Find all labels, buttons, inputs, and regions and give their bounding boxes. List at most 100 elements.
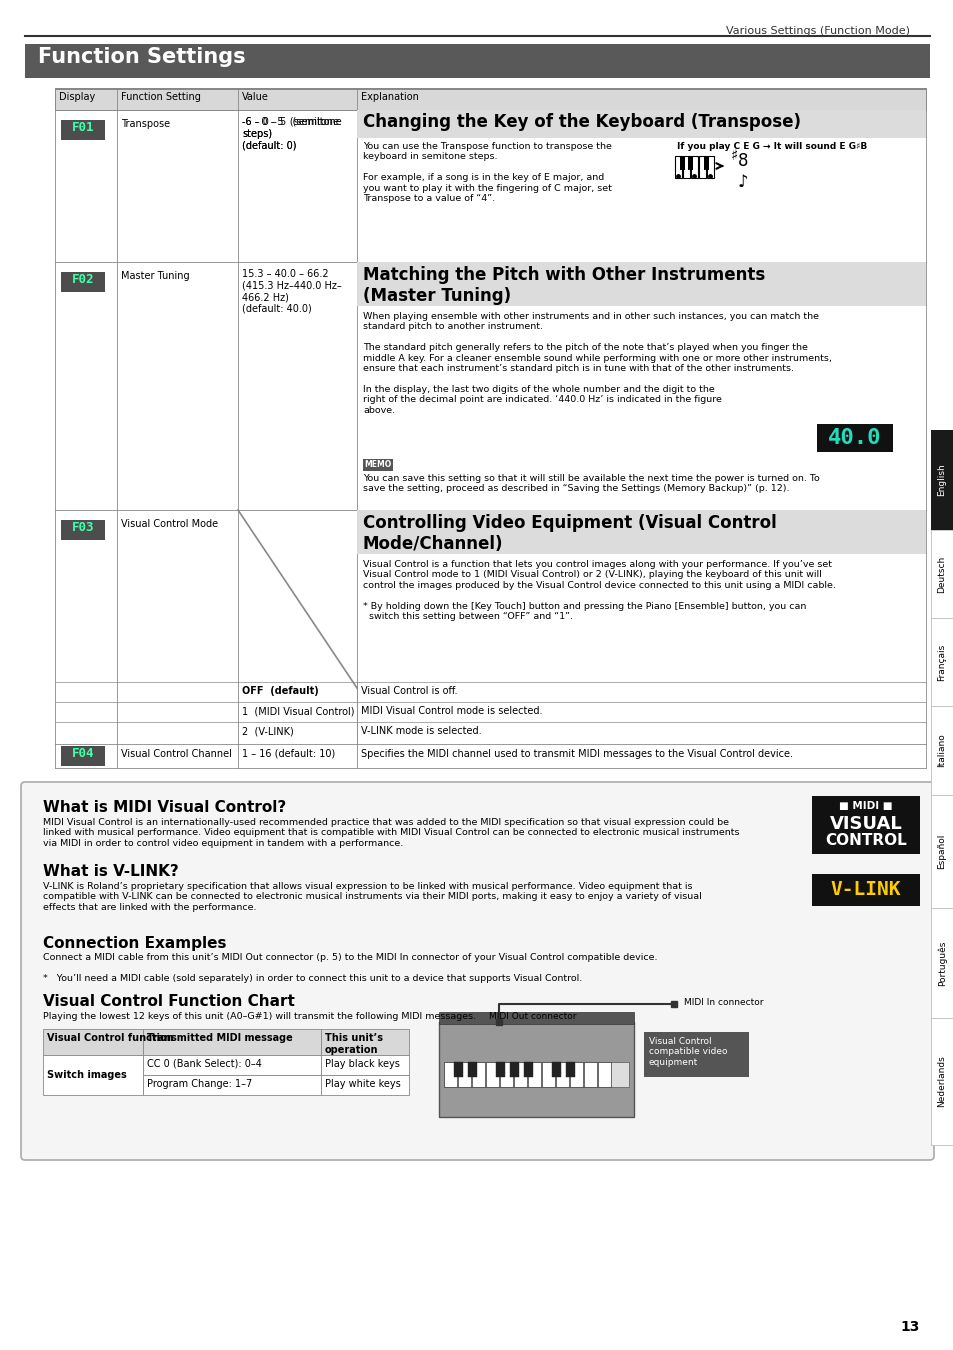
Bar: [565, 1062, 575, 1077]
Text: Connection Examples: Connection Examples: [43, 936, 226, 950]
Bar: [363, 459, 393, 471]
Bar: [55, 88, 925, 109]
Text: MIDI In connector: MIDI In connector: [683, 998, 762, 1007]
Text: What is MIDI Visual Control?: What is MIDI Visual Control?: [43, 801, 286, 815]
Bar: [930, 909, 953, 1018]
Text: Display: Display: [59, 92, 95, 103]
Text: Deutsch: Deutsch: [937, 555, 945, 593]
Text: F01: F01: [71, 122, 94, 134]
Text: Playing the lowest 12 keys of this unit (A0–G#1) will transmit the following MID: Playing the lowest 12 keys of this unit …: [43, 1012, 476, 1021]
Text: Visual Control is a function that lets you control images along with your perfor: Visual Control is a function that lets y…: [363, 560, 835, 621]
Text: 2  (V-LINK): 2 (V-LINK): [242, 726, 294, 736]
Bar: [556, 1062, 568, 1087]
Text: 15.3 – 40.0 – 66.2
(415.3 Hz–440.0 Hz–
466.2 Hz)
(default: 40.0): 15.3 – 40.0 – 66.2 (415.3 Hz–440.0 Hz– 4…: [242, 269, 341, 313]
Bar: [43, 1029, 143, 1054]
Text: F04: F04: [71, 747, 94, 760]
Text: Visual Control function: Visual Control function: [47, 1033, 173, 1044]
Bar: [443, 1062, 628, 1087]
Text: Español: Español: [937, 833, 945, 868]
Bar: [930, 1018, 953, 1145]
Bar: [690, 157, 698, 178]
Text: 1  (MIDI Visual Control): 1 (MIDI Visual Control): [242, 706, 355, 716]
Bar: [55, 744, 925, 768]
Text: Function Settings: Function Settings: [38, 47, 245, 68]
Text: Various Settings (Function Mode): Various Settings (Function Mode): [725, 26, 909, 36]
Text: What is V-LINK?: What is V-LINK?: [43, 864, 178, 879]
Bar: [816, 424, 892, 452]
Text: V-LINK mode is selected.: V-LINK mode is selected.: [360, 726, 481, 736]
Bar: [43, 1054, 143, 1095]
Bar: [706, 157, 713, 178]
Bar: [55, 510, 925, 744]
Text: MEMO: MEMO: [364, 460, 392, 468]
Text: 1 – 16 (default: 10): 1 – 16 (default: 10): [242, 749, 335, 759]
Bar: [930, 618, 953, 706]
Bar: [61, 520, 105, 540]
Text: Português: Português: [936, 941, 945, 986]
Bar: [687, 157, 692, 170]
Text: Transmitted MIDI message: Transmitted MIDI message: [147, 1033, 293, 1044]
Bar: [699, 157, 705, 178]
Text: Italiano: Italiano: [937, 733, 945, 767]
Bar: [552, 1062, 560, 1077]
Text: Transpose: Transpose: [121, 119, 170, 130]
Text: English: English: [937, 463, 945, 497]
Bar: [811, 796, 919, 855]
Text: 40.0: 40.0: [827, 428, 881, 448]
Text: ♯: ♯: [730, 148, 738, 163]
Text: Visual Control Mode: Visual Control Mode: [121, 518, 218, 529]
Text: CC 0 (Bank Select): 0–4: CC 0 (Bank Select): 0–4: [147, 1058, 262, 1069]
Bar: [679, 157, 684, 170]
Text: Matching the Pitch with Other Instruments
(Master Tuning): Matching the Pitch with Other Instrument…: [363, 266, 764, 305]
Bar: [454, 1062, 462, 1077]
Bar: [320, 1075, 409, 1095]
Bar: [55, 262, 925, 510]
Bar: [703, 157, 708, 170]
Bar: [55, 88, 925, 90]
Bar: [541, 1062, 555, 1087]
Bar: [61, 271, 105, 292]
Bar: [643, 1031, 748, 1077]
Text: Value: Value: [242, 92, 269, 103]
Text: Explanation: Explanation: [360, 92, 418, 103]
Bar: [25, 45, 929, 78]
Bar: [356, 262, 925, 306]
Bar: [496, 1062, 504, 1077]
Bar: [523, 1062, 533, 1077]
Bar: [510, 1062, 518, 1077]
Text: OFF  (default): OFF (default): [242, 686, 318, 697]
Text: V-LINK: V-LINK: [830, 880, 901, 899]
Bar: [320, 1029, 409, 1054]
Bar: [930, 431, 953, 531]
Bar: [468, 1062, 476, 1077]
Bar: [583, 1062, 597, 1087]
Text: Switch images: Switch images: [47, 1071, 127, 1080]
Bar: [356, 510, 925, 554]
Text: MIDI Visual Control mode is selected.: MIDI Visual Control mode is selected.: [360, 706, 542, 716]
Text: Play white keys: Play white keys: [325, 1079, 400, 1089]
Bar: [485, 1062, 498, 1087]
Bar: [438, 1012, 634, 1025]
FancyBboxPatch shape: [21, 782, 933, 1160]
Text: Nederlands: Nederlands: [937, 1056, 945, 1107]
Text: 13: 13: [900, 1320, 919, 1334]
Text: Visual Control Function Chart: Visual Control Function Chart: [43, 994, 294, 1008]
Text: F02: F02: [71, 273, 94, 286]
Text: Master Tuning: Master Tuning: [121, 271, 190, 281]
Text: CONTROL: CONTROL: [824, 833, 906, 848]
Bar: [143, 1054, 320, 1075]
Text: VISUAL: VISUAL: [829, 815, 902, 833]
Text: 8
♪: 8 ♪: [738, 153, 748, 190]
Text: Visual Control is off.: Visual Control is off.: [360, 686, 457, 697]
Bar: [930, 795, 953, 909]
Text: MIDI Visual Control is an internationally-used recommended practice that was add: MIDI Visual Control is an internationall…: [43, 818, 739, 848]
Text: -6 - 0 - 5  (semitone
steps)
(default: 0): -6 - 0 - 5 (semitone steps) (default: 0): [242, 117, 338, 150]
Bar: [472, 1062, 484, 1087]
Bar: [682, 157, 689, 178]
Bar: [457, 1062, 471, 1087]
Bar: [811, 873, 919, 906]
Bar: [499, 1062, 513, 1087]
Bar: [514, 1062, 526, 1087]
Bar: [930, 531, 953, 618]
Bar: [61, 120, 105, 140]
